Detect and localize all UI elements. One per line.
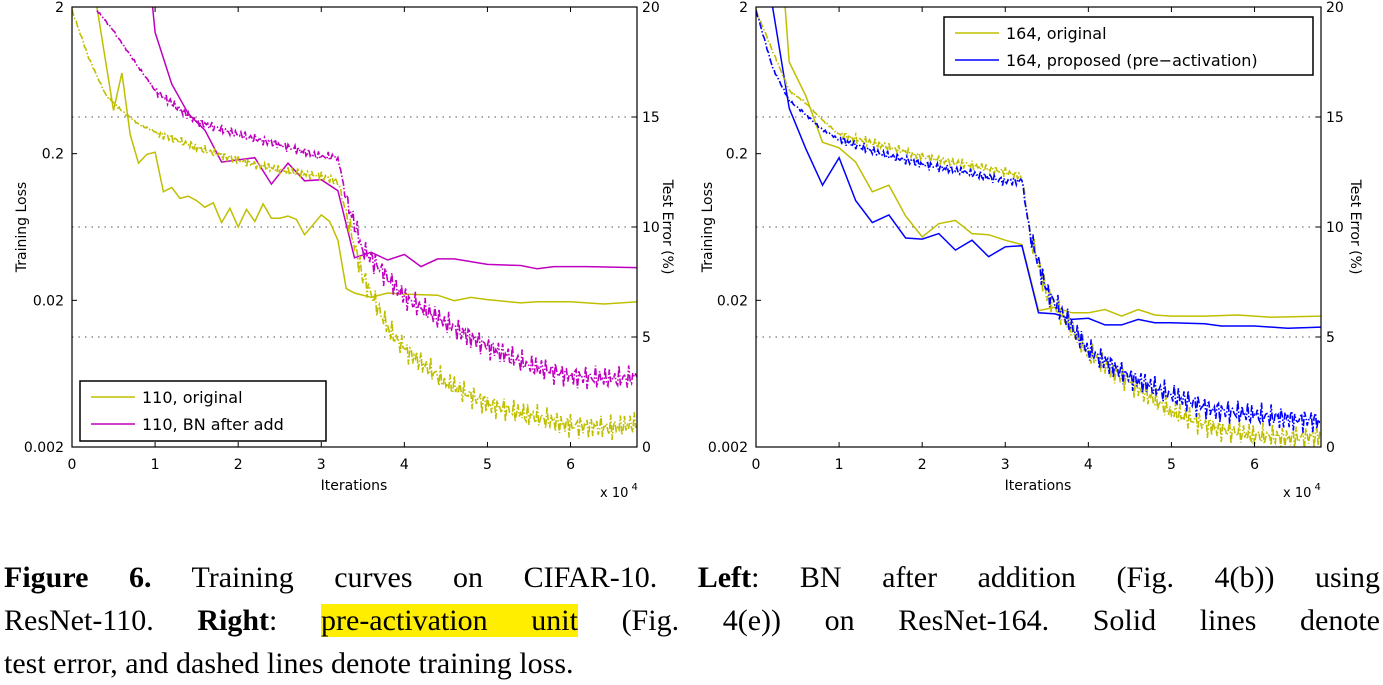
x-multiplier-label: x 10 4 xyxy=(1283,482,1321,501)
figure-label: Figure 6. xyxy=(4,561,152,594)
x-tick-label: 0 xyxy=(68,457,77,473)
x-tick-label: 2 xyxy=(234,457,243,473)
x-multiplier-exponent: 4 xyxy=(1311,482,1321,493)
y-left-axis-label: Training Loss xyxy=(700,182,716,273)
legend-box xyxy=(943,16,1314,76)
x-tick-label: 0 xyxy=(752,457,761,473)
x-multiplier-label: x 10 4 xyxy=(600,482,638,501)
x-tick-label: 3 xyxy=(1001,457,1010,473)
caption-line-2: ResNet-110. Right: pre-activation unit (… xyxy=(4,599,1380,642)
y-right-tick-label: 20 xyxy=(642,0,660,16)
series-line-test-error-1 xyxy=(151,7,637,270)
series-line-training-loss-2 xyxy=(756,8,1321,447)
y-right-tick-label: 10 xyxy=(1326,220,1344,236)
chart-right: 0 1 2 3 4 5 6 2 0.2 0.02 0.002 20 15 10 5 0 Iterations x … xyxy=(700,0,1363,501)
series-group xyxy=(756,7,1321,447)
chart-left: 0 1 2 3 4 5 6 2 0.2 0.02 0.002 20 15 10 5 0 Iterations x … xyxy=(14,0,675,501)
y-right-tick-label: 15 xyxy=(642,110,660,126)
legend-label: 110, BN after add xyxy=(142,415,284,434)
series-line-training-loss-2 xyxy=(72,8,637,440)
y-left-tick-label: 0.02 xyxy=(33,293,64,309)
y-left-tick-label: 0.002 xyxy=(708,440,748,456)
y-left-tick-label: 0.2 xyxy=(726,147,748,163)
y-left-tick-label: 0.002 xyxy=(24,440,64,456)
y-right-tick-label: 0 xyxy=(1326,440,1335,456)
caption-text: : xyxy=(269,604,322,637)
y-left-tick-label: 2 xyxy=(739,0,748,16)
left-label: Left xyxy=(697,561,752,594)
legend-label: 164, original xyxy=(1006,24,1107,43)
y-right-tick-label: 10 xyxy=(642,220,660,236)
x-tick-label: 6 xyxy=(566,457,575,473)
legend-label: 164, proposed (pre−activation) xyxy=(1006,51,1258,70)
y-left-tick-label: 0.2 xyxy=(42,147,64,163)
x-tick-label: 4 xyxy=(1084,457,1093,473)
y-right-axis-label: Test Error (%) xyxy=(1347,179,1363,275)
x-multiplier-base: x 10 xyxy=(600,486,628,501)
right-label: Right xyxy=(197,604,270,637)
caption-line-3: test error, and dashed lines denote trai… xyxy=(4,647,574,680)
x-tick-label: 4 xyxy=(400,457,409,473)
y-right-tick-label: 0 xyxy=(642,440,651,456)
x-multiplier-exponent: 4 xyxy=(628,482,638,493)
series-line-training-loss-3 xyxy=(96,10,637,390)
y-right-axis-label: Test Error (%) xyxy=(659,179,675,275)
series-group xyxy=(72,7,637,440)
caption-text: : BN after addition (Fig. 4(b)) using xyxy=(751,561,1381,594)
series-line-test-error-1 xyxy=(771,7,1321,329)
x-multiplier-base: x 10 xyxy=(1283,486,1311,501)
caption-text: (Fig. 4(e)) on ResNet-164. Solid lines d… xyxy=(577,604,1380,637)
series-line-test-error-0 xyxy=(784,7,1321,318)
x-tick-label: 2 xyxy=(918,457,927,473)
y-right-tick-label: 15 xyxy=(1326,110,1344,126)
x-tick-label: 3 xyxy=(317,457,326,473)
y-left-axis-label: Training Loss xyxy=(14,182,30,273)
x-tick-label: 1 xyxy=(835,457,844,473)
caption-line-1: Figure 6. Training curves on CIFAR-10. L… xyxy=(4,556,1380,599)
legend: 110, original 110, BN after add xyxy=(79,380,327,442)
x-tick-label: 6 xyxy=(1250,457,1259,473)
x-axis-label: Iterations xyxy=(321,478,388,494)
x-tick-label: 1 xyxy=(151,457,160,473)
legend-label: 110, original xyxy=(142,388,243,407)
legend-box xyxy=(79,380,327,442)
figure-caption: Figure 6. Training curves on CIFAR-10. L… xyxy=(4,556,1380,685)
y-left-tick-label: 2 xyxy=(55,0,64,16)
y-left-tick-label: 0.02 xyxy=(717,293,748,309)
series-line-training-loss-3 xyxy=(756,10,1321,433)
x-axis-label: Iterations xyxy=(1005,478,1072,494)
x-tick-label: 5 xyxy=(483,457,492,473)
y-right-tick-label: 5 xyxy=(642,330,651,346)
caption-text: Training curves on CIFAR-10. xyxy=(151,561,698,594)
y-right-tick-label: 5 xyxy=(1326,330,1335,346)
series-line-test-error-0 xyxy=(96,7,637,305)
legend: 164, original 164, proposed (pre−activati… xyxy=(943,16,1314,76)
caption-text: ResNet-110. xyxy=(4,604,198,637)
x-tick-label: 5 xyxy=(1167,457,1176,473)
highlighted-text[interactable]: pre-activation unit xyxy=(321,604,578,637)
y-right-tick-label: 20 xyxy=(1326,0,1344,16)
